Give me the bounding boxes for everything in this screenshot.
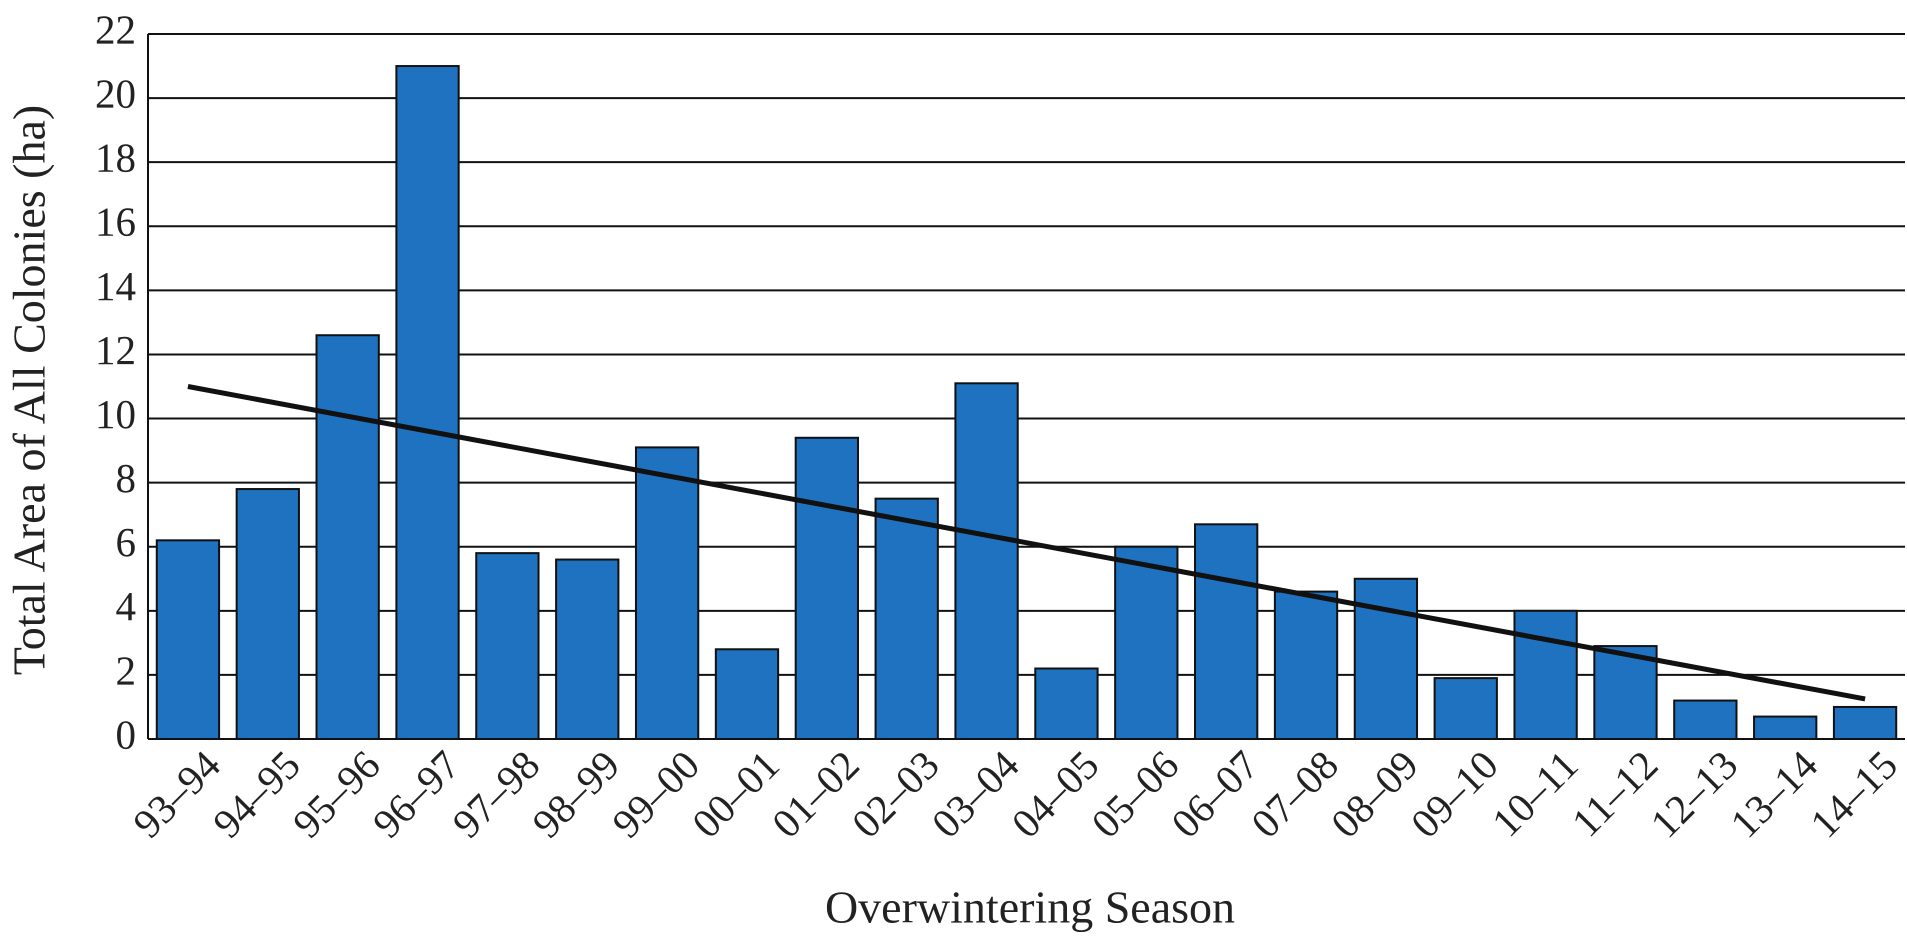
x-tick-label: 94–95 [204,741,309,846]
bar [634,446,700,740]
bar [155,539,221,740]
y-tick-label: 6 [116,519,137,565]
bar [874,497,939,740]
bar [1593,645,1658,740]
bar [1114,545,1179,741]
x-tick-label: 97–98 [443,741,548,846]
bar [315,334,380,740]
y-tick-label: 0 [116,711,137,757]
y-axis-title: Total Area of All Colonies (ha) [4,105,55,675]
x-tick-label: 02–03 [843,741,948,846]
x-tick-label: 04–05 [1002,741,1107,846]
x-tick-label: 13–14 [1721,741,1826,846]
bar [1513,609,1578,740]
bar [235,488,300,740]
x-tick-label: 06–07 [1162,741,1267,846]
y-tick-label: 12 [95,327,136,373]
bar [1034,667,1099,740]
bar [1353,577,1419,740]
x-axis-title: Overwintering Season [825,882,1235,933]
y-tick-label: 16 [95,199,136,245]
x-tick-label: 07–08 [1242,741,1347,846]
x-tick-label: 98–99 [523,741,628,846]
x-tick-label: 93–94 [124,741,229,846]
x-tick-label: 96–97 [364,741,469,846]
y-tick-label: 8 [116,455,137,501]
bar [1673,699,1738,741]
bar [1832,705,1898,740]
y-tick-label: 2 [116,647,137,693]
x-tick-label: 10–11 [1483,741,1587,845]
x-tick-label: 01–02 [763,741,868,846]
y-tick-label: 14 [95,263,136,309]
bar [1753,715,1818,740]
x-tick-label: 05–06 [1082,741,1187,846]
bar [475,552,540,740]
x-tick-label: 08–09 [1322,741,1427,846]
y-tick-label: 22 [95,6,136,52]
trend-line [187,384,1866,702]
x-tick-label: 99–00 [603,741,708,846]
bar [395,65,460,740]
y-tick-label: 4 [116,583,137,629]
x-tick-label: 11–12 [1563,741,1667,845]
y-tick-label: 10 [95,391,136,437]
x-tick-label: 95–96 [284,741,389,846]
bar [1194,523,1259,741]
y-tick-label: 18 [95,135,136,181]
x-tick-label: 00–01 [683,741,788,846]
bar [954,382,1019,740]
x-tick-label: 12–13 [1641,741,1746,846]
x-tick-label: 14–15 [1801,741,1906,846]
x-tick-label: 09–10 [1402,741,1507,846]
bar [794,436,859,740]
bar [555,558,620,741]
bar [714,648,780,740]
x-tick-label: 03–04 [923,741,1028,846]
y-tick-label: 20 [95,70,136,116]
bar [1433,677,1498,741]
bar [1273,590,1339,740]
